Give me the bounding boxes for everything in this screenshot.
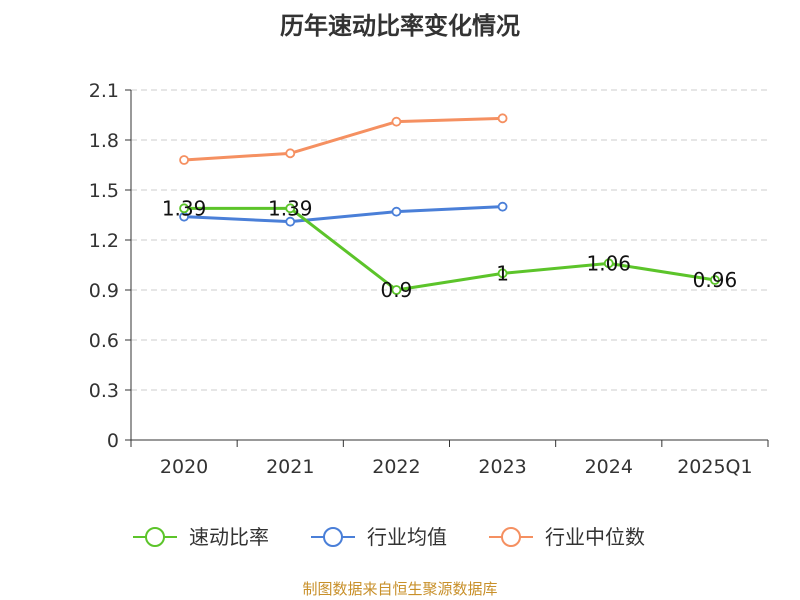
legend-item: 行业均值	[311, 525, 447, 549]
data-label: 1.39	[268, 196, 313, 220]
x-tick-label: 2020	[160, 456, 208, 478]
y-tick-label: 0.3	[89, 380, 119, 402]
legend-label: 行业中位数	[545, 525, 645, 549]
grid-lines	[131, 89, 768, 391]
series-line	[184, 206, 716, 292]
x-tick-label: 2025Q1	[677, 456, 752, 478]
source-note: 制图数据来自恒生聚源数据库	[302, 580, 498, 598]
data-point	[710, 275, 720, 285]
data-label: 1.39	[162, 196, 207, 220]
chart-title: 历年速动比率变化情况	[280, 12, 520, 40]
series-lines	[179, 113, 720, 295]
data-point	[497, 268, 508, 279]
y-tick-label: 1.2	[89, 230, 119, 252]
data-labels: 1.39 1.39 0.9 1 1.06 0.96	[162, 196, 737, 302]
data-label: 0.96	[693, 268, 738, 292]
data-point	[179, 155, 189, 165]
data-point	[497, 201, 508, 212]
data-point	[285, 148, 296, 159]
x-tick-label: 2021	[266, 456, 314, 478]
legend-item: 行业中位数	[489, 525, 645, 549]
x-tick-label: 2022	[372, 456, 420, 478]
data-point	[497, 113, 508, 124]
data-point	[391, 206, 402, 217]
series-line	[183, 116, 503, 162]
legend-marker	[323, 527, 343, 547]
data-point	[391, 116, 402, 127]
legend-label: 速动比率	[189, 525, 269, 549]
data-label: 1	[496, 261, 509, 285]
legend-item: 速动比率	[133, 525, 269, 549]
y-tick-label: 1.8	[89, 130, 119, 152]
data-label: 1.06	[586, 251, 631, 275]
data-point	[391, 285, 402, 295]
y-tick-label: 1.5	[89, 180, 119, 202]
legend: 速动比率 行业均值 行业中位数	[133, 525, 645, 549]
series-line	[184, 205, 503, 224]
y-tick-label: 0.9	[89, 280, 119, 302]
y-tick-label: 2.1	[89, 80, 119, 102]
legend-marker	[145, 527, 165, 547]
data-point	[179, 203, 189, 214]
y-tick-label: 0	[107, 430, 119, 452]
data-point	[285, 203, 296, 214]
axes: 0 0.3 0.6 0.9 1.2 1.5 1.8 2.1 2020 2021 2022 2023 20…	[89, 80, 769, 478]
legend-label: 行业均值	[367, 525, 447, 549]
data-point	[285, 216, 296, 227]
data-label: 0.9	[381, 278, 413, 302]
legend-marker	[501, 527, 521, 547]
y-tick-label: 0.6	[89, 330, 119, 352]
x-tick-label: 2023	[478, 456, 526, 478]
data-point	[603, 258, 614, 269]
x-tick-label: 2024	[585, 456, 633, 478]
